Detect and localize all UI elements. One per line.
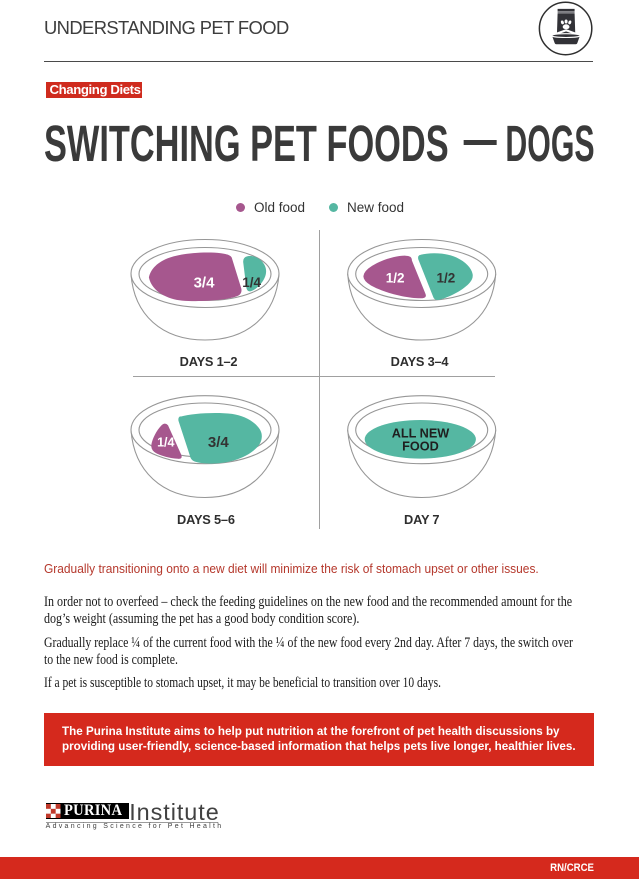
- svg-text:DAY 7: DAY 7: [404, 512, 439, 527]
- svg-text:1/4: 1/4: [157, 436, 174, 450]
- svg-text:DAYS 1–2: DAYS 1–2: [180, 354, 238, 369]
- svg-text:1/4: 1/4: [242, 275, 261, 290]
- svg-text:FOOD: FOOD: [402, 440, 439, 454]
- svg-text:1/2: 1/2: [437, 271, 456, 286]
- svg-text:ALL NEW: ALL NEW: [392, 427, 450, 441]
- svg-text:3/4: 3/4: [194, 275, 216, 292]
- svg-text:DAYS 3–4: DAYS 3–4: [391, 354, 450, 369]
- svg-text:DAYS 5–6: DAYS 5–6: [177, 512, 235, 527]
- svg-text:3/4: 3/4: [208, 434, 230, 451]
- svg-text:1/2: 1/2: [386, 271, 405, 286]
